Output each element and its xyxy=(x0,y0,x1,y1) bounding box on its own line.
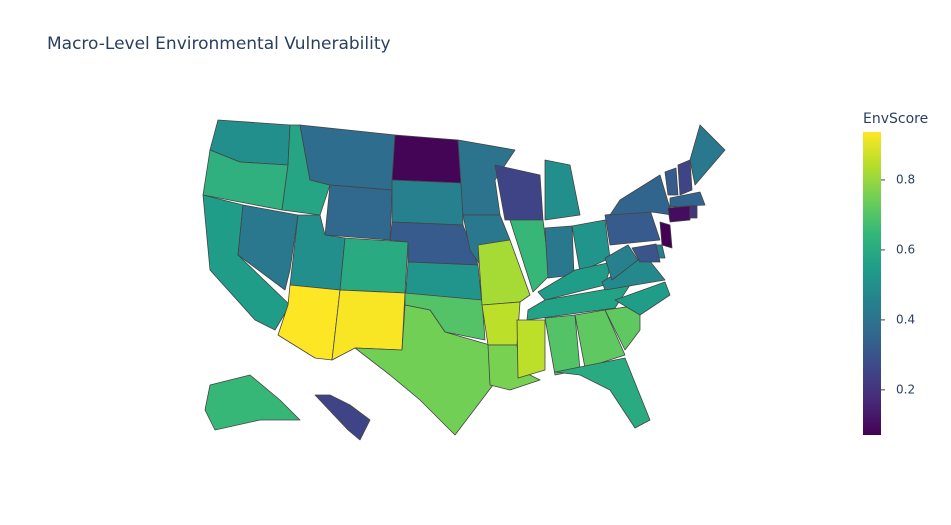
state xyxy=(487,344,541,391)
state xyxy=(689,124,726,186)
state xyxy=(677,159,693,196)
colorbar xyxy=(863,132,881,435)
state xyxy=(354,304,494,436)
state xyxy=(631,243,661,263)
state xyxy=(609,174,673,216)
state xyxy=(457,139,516,216)
state xyxy=(604,209,661,246)
state xyxy=(659,221,673,249)
state xyxy=(574,309,626,369)
state xyxy=(516,319,546,379)
state xyxy=(391,134,463,184)
state xyxy=(339,237,409,294)
state xyxy=(664,167,679,196)
colorbar-title: EnvScore xyxy=(863,111,928,127)
state xyxy=(614,281,671,316)
state xyxy=(277,284,341,361)
state xyxy=(544,225,575,279)
colorbar-tick-label: 0.6 xyxy=(896,242,915,256)
state xyxy=(237,204,299,291)
state xyxy=(526,284,631,321)
state xyxy=(324,184,393,241)
state xyxy=(544,314,581,376)
colorbar-tick-label: 0.4 xyxy=(896,312,915,326)
state xyxy=(299,124,396,191)
state xyxy=(391,179,464,226)
state xyxy=(494,164,544,221)
state xyxy=(667,205,691,223)
chart-title: Macro-Level Environmental Vulnerability xyxy=(47,34,391,54)
state xyxy=(537,261,613,301)
state xyxy=(544,159,581,221)
state xyxy=(314,394,371,441)
state xyxy=(554,357,651,429)
colorbar-tick-label: 0.8 xyxy=(896,172,915,186)
state xyxy=(477,239,531,306)
state xyxy=(481,301,521,346)
state xyxy=(689,205,698,219)
state xyxy=(204,374,301,431)
colorbar-tick-label: 0.2 xyxy=(896,382,915,396)
state xyxy=(604,244,639,281)
state xyxy=(669,191,706,208)
